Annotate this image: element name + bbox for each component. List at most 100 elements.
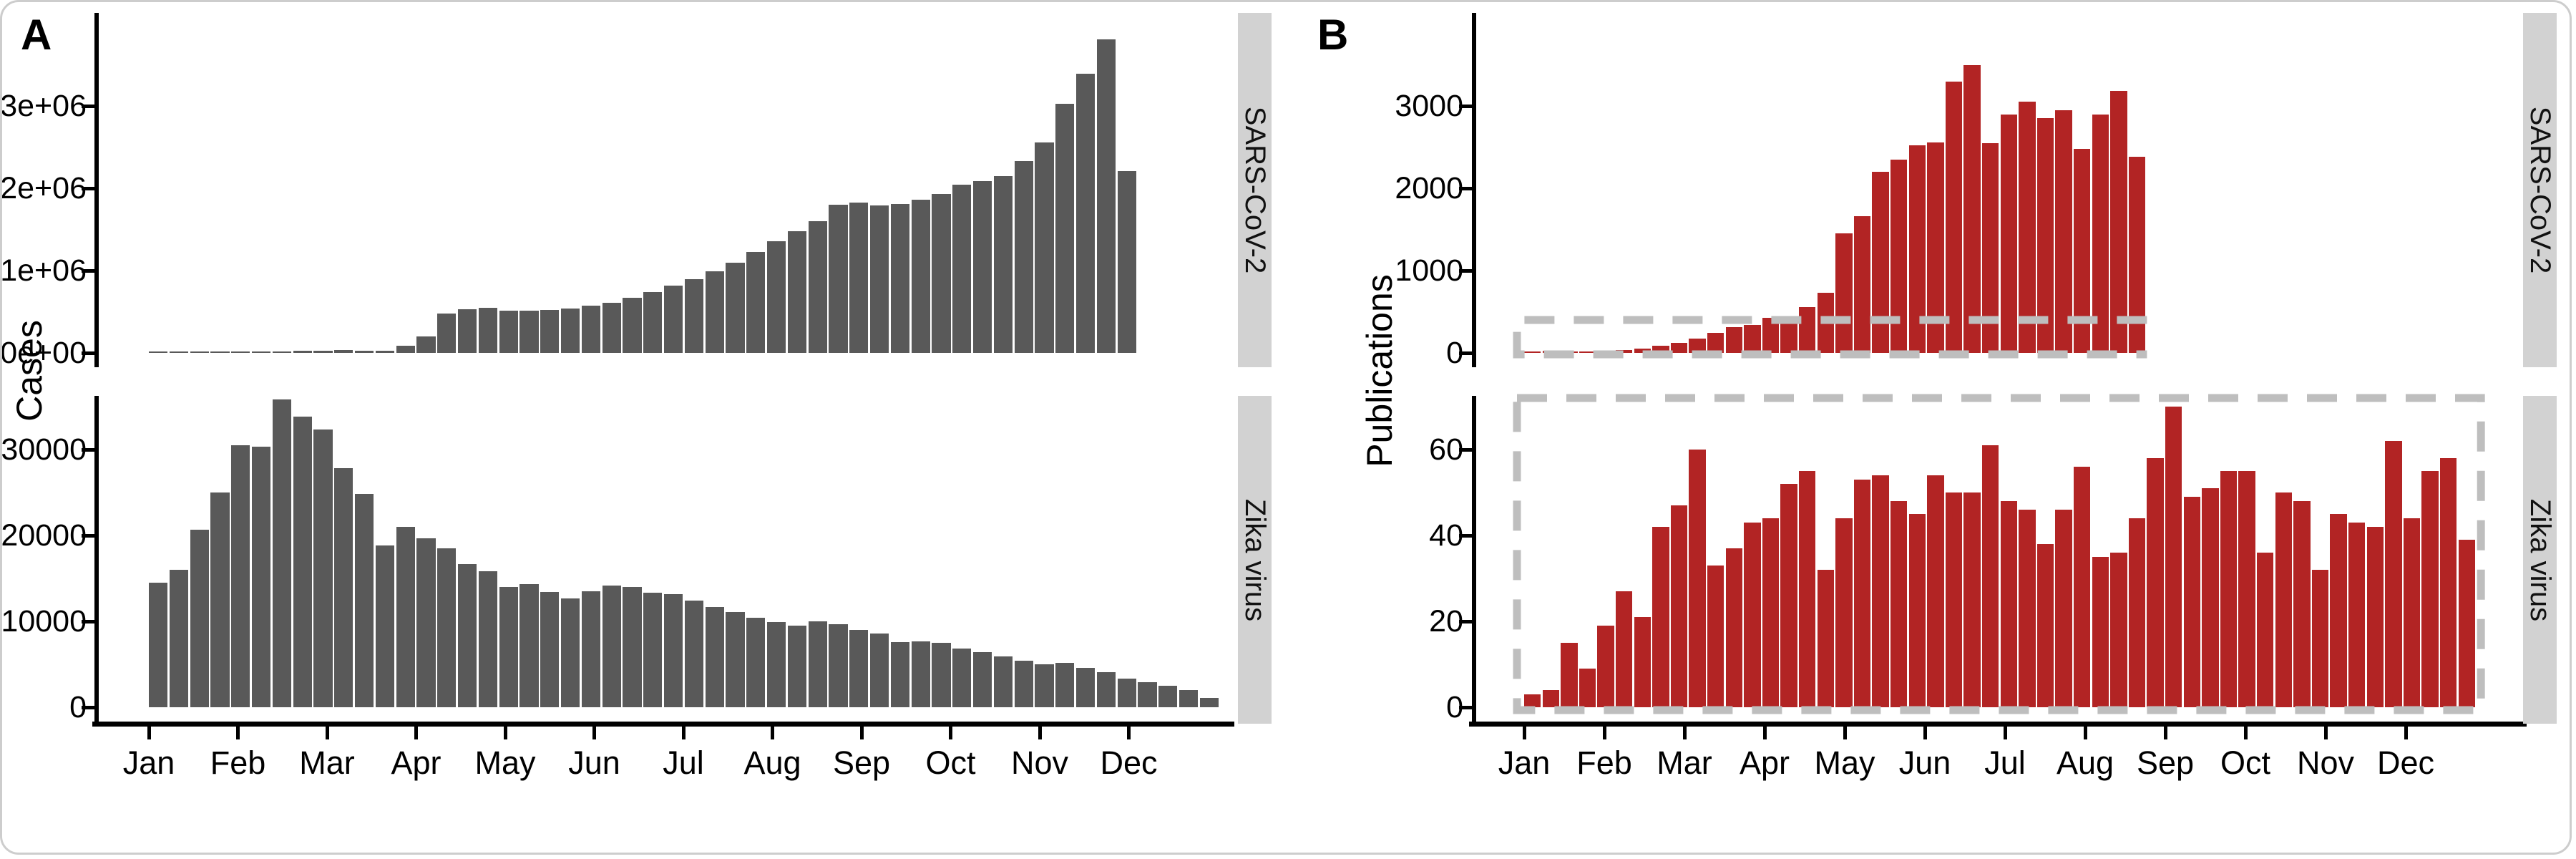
bar-sars_cov2_cases [932,194,951,353]
y-tick-mark [82,447,94,452]
bar-zika_publications [1817,570,1834,707]
bar-sars_cov2_cases [602,302,621,353]
bar-sars_cov2_cases [396,346,415,353]
bar-zika_cases [767,622,786,707]
bar-zika_publications [2074,467,2091,707]
x-tick-mark [2083,724,2087,739]
bar-sars_cov2_cases [416,336,436,353]
bar-sars_cov2_cases [705,271,724,353]
x-tick-mark [1843,724,1847,739]
bar-zika_cases [993,656,1013,707]
bar-sars_cov2_publications [2128,157,2146,353]
y-tick-label: 2e+06 [0,171,87,205]
y-tick-label: 30000 [1,432,87,467]
x-tick-mark [2404,724,2408,739]
bar-zika_cases [932,643,951,707]
x-month-label: Nov [1010,744,1069,781]
y-tick-label: 0 [69,690,87,724]
y-tick-label: 10000 [1,604,87,639]
bar-zika_publications [1982,445,1999,707]
x-tick-mark [2163,724,2167,739]
x-tick-mark [147,724,151,739]
bar-zika_publications [2311,570,2329,707]
bar-sars_cov2_cases [1117,170,1136,353]
bar-zika_cases [561,598,580,707]
facet-strip-publications-sars-cov-2-label: SARS-CoV-2 [2524,106,2557,274]
panel-b-label: B [1317,11,1349,59]
bar-sars_cov2_cases [1035,142,1054,353]
bar-sars_cov2_publications [1762,317,1780,353]
x-tick-mark [1762,724,1767,739]
x-month-label: Aug [743,744,801,781]
bar-sars_cov2_publications [1670,343,1688,353]
bar-zika_cases [499,587,518,707]
y-tick-mark [82,104,94,108]
x-month-label: Sep [2136,744,2195,781]
x-month-label: Nov [2296,744,2355,781]
bar-sars_cov2_publications [1927,142,1944,353]
bar-zika_publications [2183,497,2200,707]
bar-zika_cases [334,468,353,707]
bar-sars_cov2_publications [1908,145,1926,353]
bar-zika_cases [664,593,683,707]
bar-zika_publications [1963,492,1981,707]
facet-strip-publications-zika-virus: Zika virus [2523,396,2557,724]
bar-zika_cases [458,563,477,707]
y-tick-mark [1459,104,1472,108]
bar-sars_cov2_publications [1872,172,1889,353]
bar-zika_publications [1561,643,1578,707]
bar-zika_publications [1616,591,1633,707]
bar-zika_publications [2238,471,2255,707]
bar-sars_cov2_publications [1945,81,1963,353]
bar-sars_cov2_publications [2036,118,2054,353]
bar-sars_cov2_publications [2110,91,2127,353]
bar-zika_publications [1707,566,1724,707]
facet-strip-cases-sars-cov-2-label: SARS-CoV-2 [1239,106,1272,274]
bar-sars_cov2_cases [272,351,292,353]
x-tick-mark [592,724,596,739]
bar-zika_publications [1579,669,1596,707]
bar-zika_cases [540,592,560,707]
y-tick-mark [1459,533,1472,538]
panel-a-top-y-axis-line [94,13,99,367]
bar-sars_cov2_publications [2055,110,2072,353]
bar-sars_cov2_cases [787,230,807,353]
bar-zika_publications [2220,471,2238,707]
bar-zika_cases [149,583,168,707]
bar-zika_publications [2293,501,2311,707]
x-month-label: Feb [210,744,266,781]
bar-sars_cov2_cases [952,185,972,353]
x-tick-mark [325,724,329,739]
bar-zika_publications [1634,617,1651,707]
bar-zika_publications [1908,514,1926,707]
bar-zika_cases [849,630,869,707]
bar-zika_publications [2421,471,2439,707]
bar-sars_cov2_publications [1616,349,1633,353]
bar-sars_cov2_publications [1725,327,1742,353]
bar-sars_cov2_publications [1817,293,1834,353]
bar-zika_publications [2440,458,2457,707]
x-month-label: Feb [1576,744,1632,781]
bar-sars_cov2_cases [890,203,910,353]
bar-sars_cov2_cases [684,278,704,353]
x-tick-mark [1522,724,1526,739]
y-tick-mark [1459,705,1472,709]
bar-zika_publications [2092,557,2109,707]
bar-zika_cases [416,538,436,707]
bar-sars_cov2_cases [1096,39,1116,353]
bar-sars_cov2_cases [767,241,786,353]
bar-zika_publications [2147,458,2164,707]
bar-zika_cases [602,585,621,707]
bar-sars_cov2_cases [1055,103,1075,353]
x-tick-mark [1682,724,1687,739]
bar-sars_cov2_cases [911,200,930,353]
x-tick-mark [1038,724,1042,739]
y-tick-mark [1459,268,1472,273]
bar-sars_cov2_cases [623,297,642,353]
bar-zika_cases [870,633,889,707]
bar-zika_cases [231,445,250,707]
bar-zika_cases [890,641,910,707]
x-tick-mark [2003,724,2007,739]
